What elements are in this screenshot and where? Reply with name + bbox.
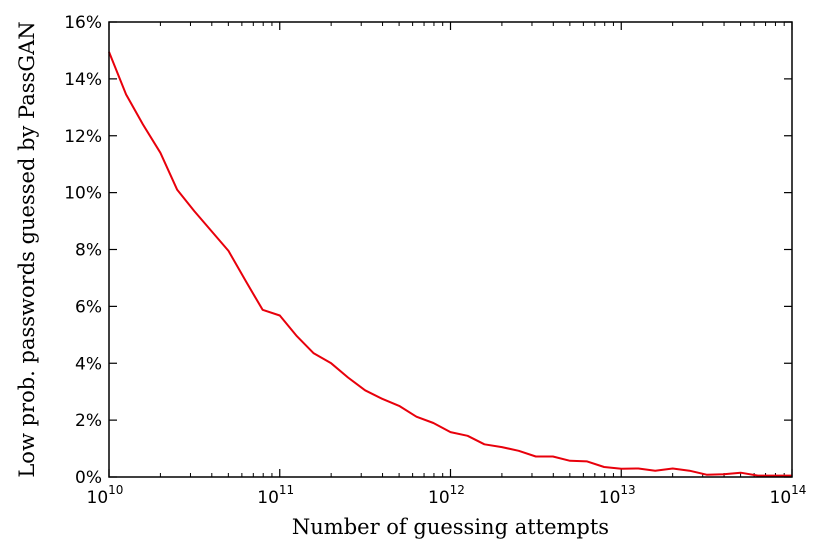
x-tick-exponent: 11 bbox=[279, 483, 294, 497]
x-tick-base: 10 bbox=[257, 488, 279, 508]
x-tick-label: 1011 bbox=[257, 483, 294, 508]
x-tick-exponent: 13 bbox=[620, 483, 635, 497]
y-tick-label: 12% bbox=[64, 127, 102, 147]
series-layer bbox=[108, 51, 792, 477]
x-tick-base: 10 bbox=[87, 488, 109, 508]
y-tick-label: 10% bbox=[64, 184, 102, 204]
x-tick-exponent: 10 bbox=[108, 483, 123, 497]
x-tick-base: 10 bbox=[428, 488, 450, 508]
y-tick-label: 16% bbox=[64, 13, 102, 33]
y-tick-label: 14% bbox=[64, 70, 102, 90]
x-tick-base: 10 bbox=[599, 488, 621, 508]
plot-frame bbox=[108, 21, 793, 478]
y-tick-label: 6% bbox=[75, 297, 102, 317]
y-tick-label: 8% bbox=[75, 241, 102, 261]
x-tick-label: 1014 bbox=[770, 483, 807, 508]
y-tick-label: 4% bbox=[75, 354, 102, 374]
x-tick-label: 1010 bbox=[87, 483, 124, 508]
y-tick-label: 0% bbox=[75, 468, 102, 488]
tick-label-group: 1010 1011 1012 1013 10140%2%4%6%8%10%12%14%1… bbox=[64, 13, 806, 508]
x-tick-exponent: 12 bbox=[450, 483, 465, 497]
y-tick-label: 2% bbox=[75, 411, 102, 431]
y-axis-title: Low prob. passwords guessed by PassGAN bbox=[15, 21, 39, 477]
x-tick-label: 1012 bbox=[428, 483, 465, 508]
series-line bbox=[108, 51, 792, 477]
x-tick-exponent: 14 bbox=[791, 483, 806, 497]
x-axis-title: Number of guessing attempts bbox=[292, 515, 609, 539]
x-tick-base: 10 bbox=[770, 488, 792, 508]
tick-group bbox=[108, 21, 793, 478]
x-tick-label: 1013 bbox=[599, 483, 636, 508]
